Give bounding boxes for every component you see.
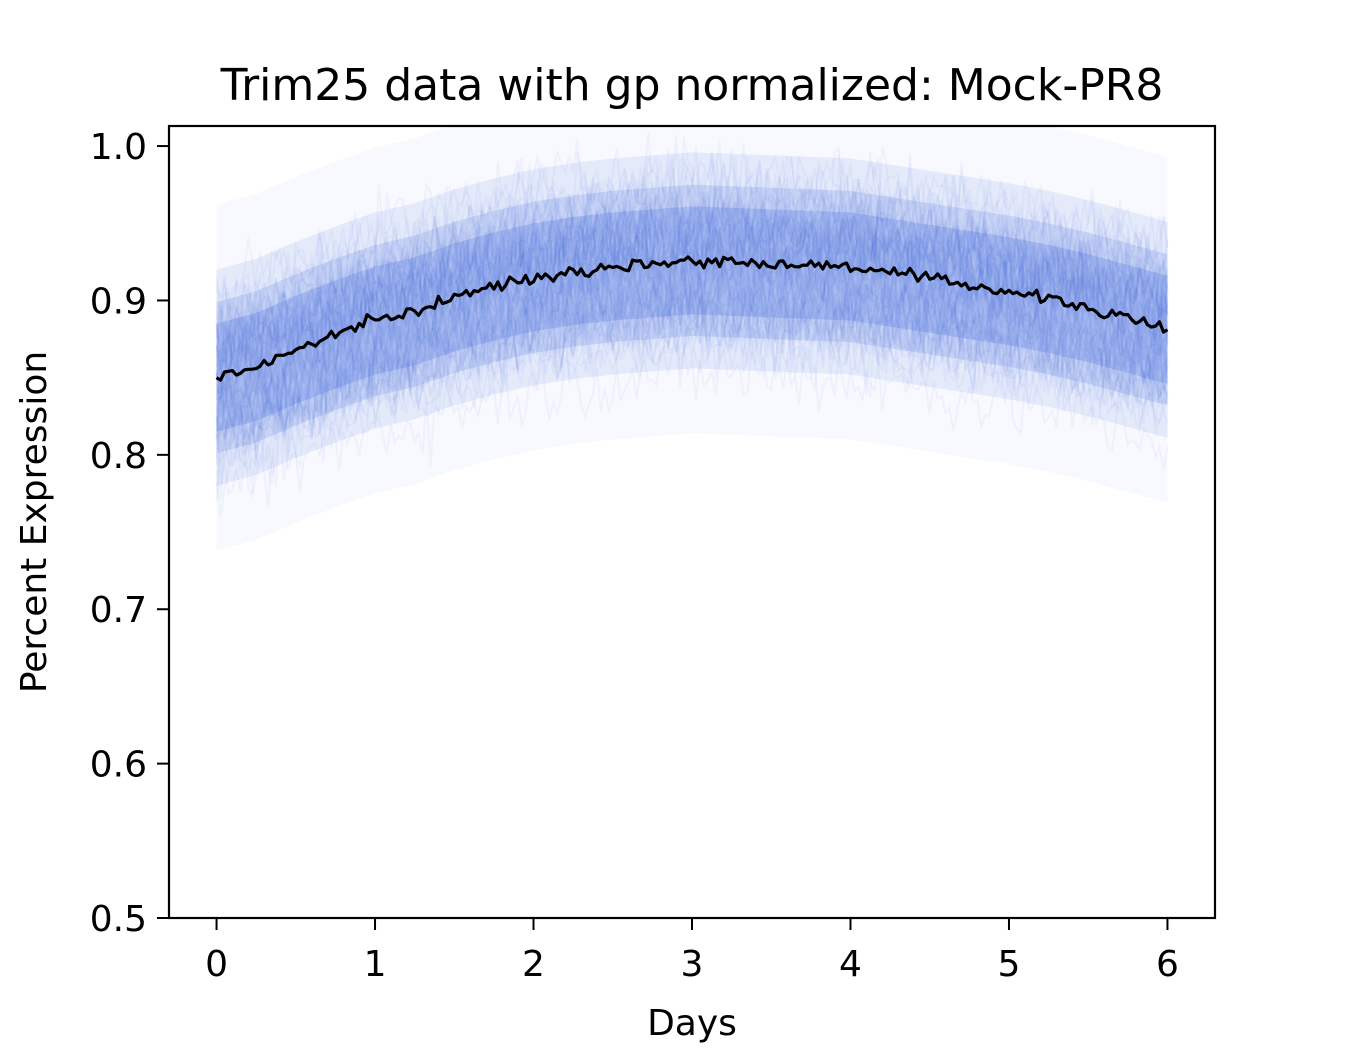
y-tick-label: 0.8 <box>90 436 147 477</box>
sample-trace <box>216 254 1169 428</box>
spread-envelope <box>216 184 1168 454</box>
x-tick-label: 1 <box>364 944 387 985</box>
sample-trace <box>215 196 1169 364</box>
sample-trace <box>215 257 1169 444</box>
sample-trace <box>215 210 1169 397</box>
sample-trace <box>215 308 1169 497</box>
sample-trace <box>216 234 1169 423</box>
sample-trace <box>215 209 1169 378</box>
sample-trace <box>215 252 1169 448</box>
x-tick-label: 4 <box>839 944 862 985</box>
x-tick-label: 2 <box>522 944 545 985</box>
sample-trace <box>215 241 1169 422</box>
sample-trace <box>215 280 1169 469</box>
sample-trace <box>215 183 1169 363</box>
sample-trace <box>215 301 1169 502</box>
y-tick-label: 0.9 <box>90 281 147 322</box>
x-tick-label: 5 <box>998 944 1021 985</box>
sample-trace <box>215 186 1169 368</box>
x-tick-label: 0 <box>205 944 228 985</box>
sample-trace <box>215 210 1169 412</box>
sample-trace <box>215 151 1169 332</box>
sample-trace <box>215 171 1169 366</box>
mean-line <box>215 255 1169 382</box>
sample-trace <box>215 222 1169 406</box>
spread-envelope <box>216 152 1168 486</box>
sample-trace <box>216 187 1169 358</box>
sample-trace <box>215 238 1168 437</box>
sample-trace <box>215 281 1169 462</box>
sample-trace <box>215 192 1169 375</box>
sample-trace <box>215 176 1169 367</box>
sample-trace <box>215 145 1169 331</box>
sample-trace <box>215 285 1169 466</box>
sample-trace <box>215 267 1169 444</box>
sample-trace <box>215 212 1169 397</box>
sample-trace <box>215 210 1169 387</box>
sample-trace <box>215 203 1169 375</box>
sample-trace <box>215 264 1169 447</box>
sample-trace <box>215 243 1169 419</box>
sample-trace <box>216 150 1169 344</box>
sample-trace <box>215 198 1169 372</box>
sample-trace <box>215 286 1169 467</box>
sample-trace <box>215 159 1169 346</box>
sample-trace <box>215 340 1169 518</box>
sample-trace <box>215 190 1169 377</box>
sample-trace <box>216 168 1168 348</box>
sample-trace <box>216 251 1169 412</box>
y-axis: 0.5 0.6 0.7 0.8 0.9 1.0 <box>90 127 169 940</box>
sample-trace <box>215 261 1169 446</box>
y-tick-label: 1.0 <box>90 127 147 168</box>
x-axis: 0 1 2 3 4 5 6 <box>205 918 1179 985</box>
mean-line-layer <box>215 255 1169 382</box>
sample-trace <box>215 217 1169 414</box>
sample-trace <box>215 193 1169 358</box>
y-axis-label: Percent Expression <box>14 351 55 693</box>
sample-trace <box>215 173 1169 344</box>
chart-title: Trim25 data with gp normalized: Mock-PR8 <box>220 60 1164 111</box>
sample-trace <box>215 185 1169 372</box>
x-tick-label: 6 <box>1156 944 1179 985</box>
y-tick-label: 0.5 <box>90 899 147 940</box>
sample-trace <box>215 209 1169 387</box>
y-tick-label: 0.6 <box>90 745 147 786</box>
sample-trace <box>215 315 1169 500</box>
sample-trace <box>215 218 1169 389</box>
sample-trace <box>215 290 1169 479</box>
sample-trace <box>215 246 1169 418</box>
sample-trace <box>215 199 1169 378</box>
sample-trace <box>215 189 1168 363</box>
sample-trace <box>215 132 1169 322</box>
sample-trace <box>215 278 1169 459</box>
sample-trace <box>215 287 1169 453</box>
sample-trace <box>215 229 1169 415</box>
x-axis-label: Days <box>647 1003 737 1044</box>
sample-trace <box>215 200 1169 384</box>
sample-trace <box>215 141 1169 347</box>
sample-trace <box>215 216 1169 402</box>
sample-trace <box>216 243 1169 407</box>
sample-trace <box>215 261 1169 449</box>
sample-trace <box>215 257 1169 437</box>
sample-band-layer <box>215 126 1169 551</box>
spread-envelope <box>216 206 1168 432</box>
y-tick-label: 0.7 <box>90 590 147 631</box>
sample-trace <box>215 284 1169 468</box>
spread-envelope <box>216 126 1168 551</box>
sample-trace <box>215 202 1169 398</box>
x-tick-label: 3 <box>681 944 704 985</box>
sample-trace <box>215 219 1169 398</box>
sample-trace <box>215 263 1169 441</box>
